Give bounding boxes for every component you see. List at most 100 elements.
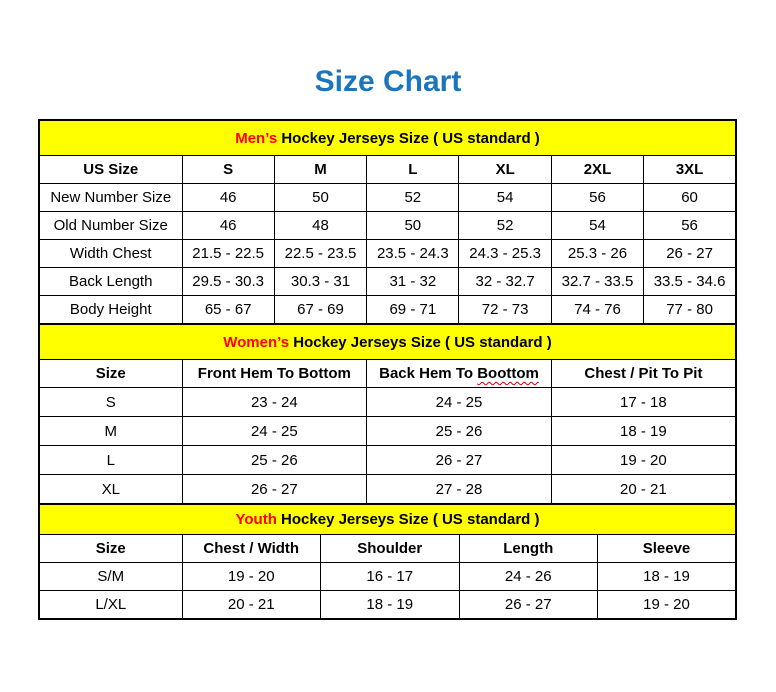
column-header-s: S bbox=[181, 155, 275, 184]
table-cell: 52 bbox=[366, 183, 460, 212]
womens-size-table: Women’s Hockey Jerseys Size ( US standar… bbox=[38, 323, 737, 505]
table-cell: 26 - 27 bbox=[458, 590, 598, 620]
column-header-l: L bbox=[366, 155, 460, 184]
table-cell: 25.3 - 26 bbox=[550, 239, 645, 268]
column-header-length: Length bbox=[458, 534, 598, 563]
table-cell: 20 - 21 bbox=[550, 474, 737, 505]
column-header-chest-width: Chest / Width bbox=[181, 534, 321, 563]
column-header-xl: XL bbox=[458, 155, 552, 184]
table-cell: 48 bbox=[273, 211, 368, 240]
table-cell: 18 - 19 bbox=[550, 416, 737, 446]
column-header-front-hem: Front Hem To Bottom bbox=[181, 359, 368, 388]
table-cell: 23 - 24 bbox=[181, 387, 368, 417]
youth-table-header: Youth Hockey Jerseys Size ( US standard … bbox=[38, 503, 737, 535]
table-cell: 67 - 69 bbox=[273, 295, 368, 325]
table-cell: 56 bbox=[643, 211, 737, 240]
table-cell: 56 bbox=[550, 183, 645, 212]
womens-header-highlight: Women’s bbox=[223, 333, 290, 351]
table-cell: 17 - 18 bbox=[550, 387, 737, 417]
row-label: L bbox=[38, 445, 183, 475]
column-header-chest-pit: Chest / Pit To Pit bbox=[550, 359, 737, 388]
womens-column-header-row: Size Front Hem To Bottom Back Hem To Boo… bbox=[38, 359, 737, 388]
table-row-women-s: S 23 - 24 24 - 25 17 - 18 bbox=[38, 387, 737, 417]
mens-header-rest: Hockey Jerseys Size ( US standard ) bbox=[277, 129, 540, 147]
table-row-women-l: L 25 - 26 26 - 27 19 - 20 bbox=[38, 445, 737, 475]
table-cell: 26 - 27 bbox=[643, 239, 737, 268]
back-hem-label-prefix: Back Hem To bbox=[379, 365, 478, 382]
table-row-youth-sm: S/M 19 - 20 16 - 17 24 - 26 18 - 19 bbox=[38, 562, 737, 591]
youth-size-table: Youth Hockey Jerseys Size ( US standard … bbox=[38, 503, 737, 620]
womens-table-header: Women’s Hockey Jerseys Size ( US standar… bbox=[38, 323, 737, 360]
youth-header-rest: Hockey Jerseys Size ( US standard ) bbox=[276, 511, 540, 528]
table-cell: 54 bbox=[550, 211, 645, 240]
column-header-size: Size bbox=[38, 359, 183, 388]
table-cell: 27 - 28 bbox=[366, 474, 552, 505]
table-row-women-xl: XL 26 - 27 27 - 28 20 - 21 bbox=[38, 474, 737, 505]
table-cell: 25 - 26 bbox=[366, 416, 552, 446]
table-cell: 72 - 73 bbox=[458, 295, 552, 325]
table-cell: 19 - 20 bbox=[597, 590, 737, 620]
youth-header-highlight: Youth bbox=[235, 511, 277, 528]
mens-header-highlight: Men’s bbox=[235, 129, 278, 147]
table-cell: 22.5 - 23.5 bbox=[273, 239, 368, 268]
table-cell: 19 - 20 bbox=[550, 445, 737, 475]
row-label: XL bbox=[38, 474, 183, 505]
row-label: M bbox=[38, 416, 183, 446]
table-cell: 20 - 21 bbox=[181, 590, 321, 620]
table-cell: 19 - 20 bbox=[181, 562, 321, 591]
table-cell: 25 - 26 bbox=[181, 445, 368, 475]
misspelled-word-squiggle: Boottom bbox=[477, 365, 539, 382]
row-label: S/M bbox=[38, 562, 183, 591]
table-cell: 18 - 19 bbox=[320, 590, 460, 620]
column-header-size: Size bbox=[38, 534, 183, 563]
mens-size-table: Men’s Hockey Jerseys Size ( US standard … bbox=[38, 119, 737, 325]
row-label: Width Chest bbox=[38, 239, 183, 268]
table-row-youth-lxl: L/XL 20 - 21 18 - 19 26 - 27 19 - 20 bbox=[38, 590, 737, 620]
table-row-new-number-size: New Number Size 46 50 52 54 56 60 bbox=[38, 183, 737, 212]
table-cell: 46 bbox=[181, 211, 275, 240]
table-row-old-number-size: Old Number Size 46 48 50 52 54 56 bbox=[38, 211, 737, 240]
table-cell: 52 bbox=[458, 211, 552, 240]
table-cell: 24 - 25 bbox=[181, 416, 368, 446]
table-cell: 16 - 17 bbox=[320, 562, 460, 591]
table-row-back-length: Back Length 29.5 - 30.3 30.3 - 31 31 - 3… bbox=[38, 267, 737, 296]
table-cell: 77 - 80 bbox=[643, 295, 737, 325]
table-cell: 24 - 25 bbox=[366, 387, 552, 417]
table-row-women-m: M 24 - 25 25 - 26 18 - 19 bbox=[38, 416, 737, 446]
row-label: Back Length bbox=[38, 267, 183, 296]
table-cell: 24 - 26 bbox=[458, 562, 598, 591]
column-header-m: M bbox=[273, 155, 368, 184]
table-cell: 50 bbox=[273, 183, 368, 212]
column-header-shoulder: Shoulder bbox=[320, 534, 460, 563]
row-label: New Number Size bbox=[38, 183, 183, 212]
row-label: L/XL bbox=[38, 590, 183, 620]
table-cell: 54 bbox=[458, 183, 552, 212]
table-cell: 33.5 - 34.6 bbox=[643, 267, 737, 296]
table-cell: 23.5 - 24.3 bbox=[366, 239, 460, 268]
column-header-back-hem: Back Hem To Boottom bbox=[366, 359, 552, 388]
column-header-sleeve: Sleeve bbox=[597, 534, 737, 563]
column-header-2xl: 2XL bbox=[550, 155, 645, 184]
womens-header-rest: Hockey Jerseys Size ( US standard ) bbox=[289, 333, 552, 351]
table-cell: 18 - 19 bbox=[597, 562, 737, 591]
table-cell: 50 bbox=[366, 211, 460, 240]
table-cell: 30.3 - 31 bbox=[273, 267, 368, 296]
page-title: Size Chart bbox=[314, 65, 462, 98]
size-chart: Men’s Hockey Jerseys Size ( US standard … bbox=[38, 119, 737, 620]
table-cell: 32 - 32.7 bbox=[458, 267, 552, 296]
mens-column-header-row: US Size S M L XL 2XL 3XL bbox=[38, 155, 737, 184]
table-row-width-chest: Width Chest 21.5 - 22.5 22.5 - 23.5 23.5… bbox=[38, 239, 737, 268]
table-cell: 24.3 - 25.3 bbox=[458, 239, 552, 268]
table-cell: 26 - 27 bbox=[366, 445, 552, 475]
table-row-body-height: Body Height 65 - 67 67 - 69 69 - 71 72 -… bbox=[38, 295, 737, 325]
table-cell: 60 bbox=[643, 183, 737, 212]
table-cell: 26 - 27 bbox=[181, 474, 368, 505]
table-cell: 31 - 32 bbox=[366, 267, 460, 296]
womens-section-header-row: Women’s Hockey Jerseys Size ( US standar… bbox=[38, 323, 737, 360]
table-cell: 32.7 - 33.5 bbox=[550, 267, 645, 296]
table-cell: 74 - 76 bbox=[550, 295, 645, 325]
table-cell: 21.5 - 22.5 bbox=[181, 239, 275, 268]
row-label: Old Number Size bbox=[38, 211, 183, 240]
column-header-3xl: 3XL bbox=[643, 155, 737, 184]
table-cell: 69 - 71 bbox=[366, 295, 460, 325]
